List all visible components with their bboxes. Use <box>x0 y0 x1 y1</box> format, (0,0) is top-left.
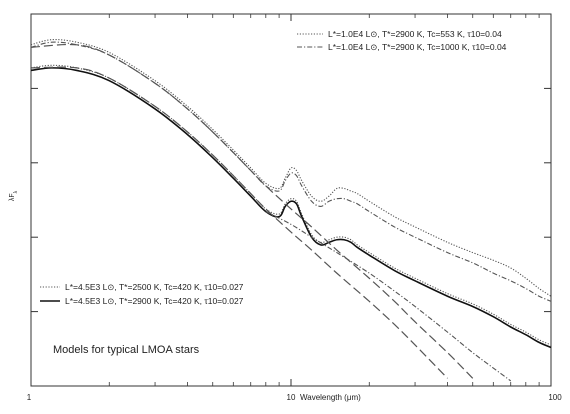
x-tick-label: 10 <box>287 393 296 402</box>
legend-label: L*=4.5E3 L⊙, T*=2500 K, Tc=420 K, τ10=0.… <box>65 282 244 292</box>
legend-label: L*=1.0E4 L⊙, T*=2900 K, Tc=553 K, τ10=0.… <box>328 29 502 39</box>
legend-label: L*=1.0E4 L⊙, T*=2900 K, Tc=1000 K, τ10=0… <box>328 42 507 52</box>
ticks-layer: 1 10 100 <box>27 14 562 402</box>
series-line-1 <box>30 39 552 297</box>
series-line-2 <box>30 41 552 302</box>
y-axis-label: λFλ <box>9 190 19 201</box>
series-line-5 <box>30 66 448 379</box>
x-tick-label: 100 <box>548 393 562 402</box>
models-annotation: Models for typical LMOA stars <box>53 344 200 356</box>
y-axis-label-sub: λ <box>13 190 19 193</box>
series-line-7 <box>265 211 512 382</box>
y-axis-label-main: λF <box>9 193 16 201</box>
x-tick-label: 1 <box>27 393 32 402</box>
series-line-6 <box>30 43 474 379</box>
plot-frame <box>30 13 552 387</box>
series-line-4 <box>30 67 552 349</box>
legend-label: L*=4.5E3 L⊙, T*=2900 K, Tc=420 K, τ10=0.… <box>65 296 244 306</box>
series-layer <box>30 39 552 382</box>
legend-layer: L*=1.0E4 L⊙, T*=2900 K, Tc=553 K, τ10=0.… <box>40 29 507 306</box>
x-axis-label: Wavelength (μm) <box>300 393 361 402</box>
